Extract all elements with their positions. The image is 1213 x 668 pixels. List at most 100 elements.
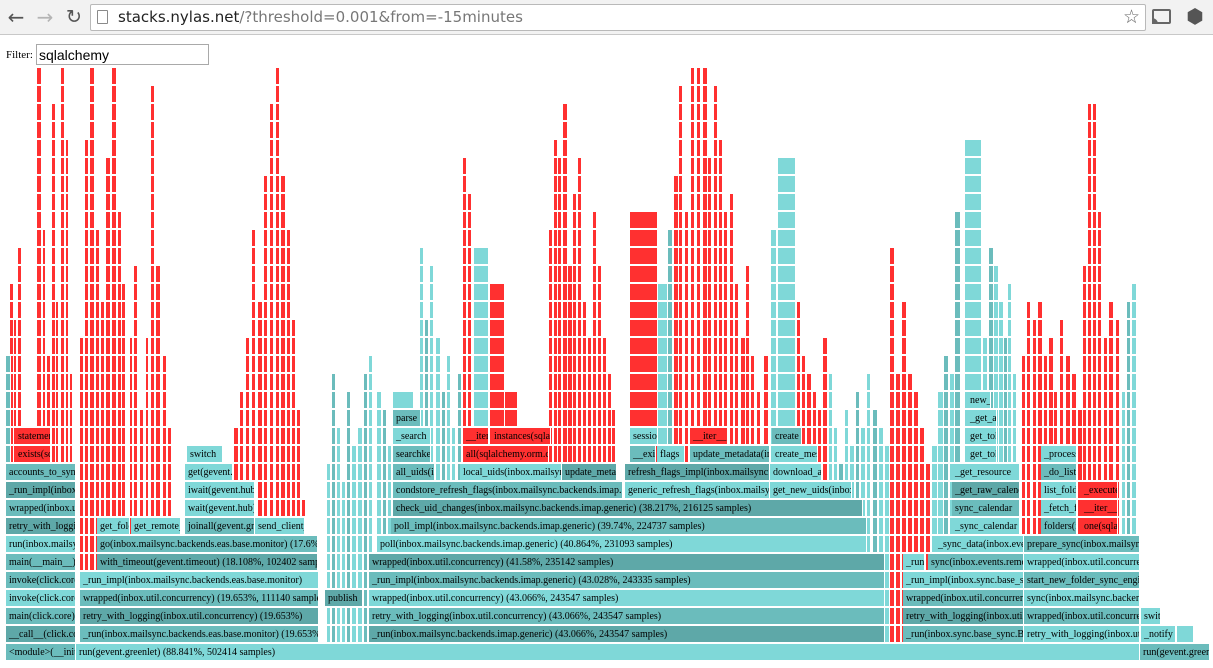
flame-frame[interactable] bbox=[1088, 338, 1092, 355]
flame-frame[interactable] bbox=[252, 320, 256, 337]
flame-frame[interactable] bbox=[37, 176, 42, 193]
flame-frame[interactable] bbox=[593, 302, 597, 319]
flame-frame[interactable] bbox=[80, 464, 84, 481]
flame-frame[interactable] bbox=[436, 446, 441, 463]
flame-frame[interactable] bbox=[932, 482, 938, 499]
flame-frame[interactable] bbox=[691, 266, 695, 283]
flame-frame[interactable] bbox=[724, 302, 728, 319]
flame-frame[interactable] bbox=[735, 410, 739, 427]
flame-frame[interactable] bbox=[1098, 230, 1102, 247]
flame-frame[interactable] bbox=[578, 410, 582, 427]
flame-frame[interactable] bbox=[52, 356, 56, 373]
flame-frame[interactable] bbox=[287, 500, 291, 517]
flame-frame[interactable] bbox=[258, 500, 263, 517]
flame-frame[interactable] bbox=[813, 410, 817, 427]
flame-frame[interactable] bbox=[270, 356, 274, 373]
flame-frame[interactable] bbox=[1104, 356, 1108, 373]
flame-frame[interactable] bbox=[588, 446, 592, 463]
flame-frame[interactable] bbox=[1132, 338, 1137, 355]
flame-frame[interactable]: <module>(__init__.py:1) bbox=[6, 644, 76, 661]
flame-frame[interactable] bbox=[558, 266, 562, 283]
flame-frame[interactable] bbox=[598, 266, 602, 283]
flame-frame[interactable] bbox=[989, 248, 994, 265]
flame-frame[interactable] bbox=[10, 356, 14, 373]
flame-frame[interactable] bbox=[719, 392, 723, 409]
flame-frame[interactable]: _get_resource bbox=[952, 464, 1020, 481]
flame-frame[interactable] bbox=[37, 86, 42, 103]
flame-frame[interactable] bbox=[807, 374, 812, 391]
flame-frame[interactable] bbox=[1093, 392, 1097, 409]
flame-frame[interactable] bbox=[332, 464, 336, 481]
flame-frame[interactable] bbox=[1033, 464, 1037, 481]
flame-frame[interactable] bbox=[908, 464, 913, 481]
flame-frame[interactable] bbox=[714, 338, 718, 355]
flame-frame[interactable] bbox=[96, 428, 100, 445]
flame-frame[interactable] bbox=[364, 518, 368, 535]
flame-frame[interactable] bbox=[10, 428, 14, 445]
flame-frame[interactable] bbox=[436, 392, 441, 409]
flame-frame[interactable] bbox=[106, 248, 111, 265]
flame-frame[interactable] bbox=[730, 212, 734, 229]
flame-frame[interactable] bbox=[668, 356, 673, 373]
flame-frame[interactable] bbox=[554, 302, 558, 319]
flame-frame[interactable] bbox=[1027, 464, 1031, 481]
flame-frame[interactable] bbox=[18, 284, 22, 301]
flame-frame[interactable] bbox=[890, 266, 895, 283]
flame-frame[interactable] bbox=[719, 230, 723, 247]
flame-frame[interactable] bbox=[1008, 338, 1012, 355]
flame-frame[interactable] bbox=[61, 284, 65, 301]
flame-frame[interactable] bbox=[287, 446, 291, 463]
flame-frame[interactable] bbox=[885, 518, 890, 535]
flame-frame[interactable] bbox=[292, 482, 296, 499]
flame-frame[interactable] bbox=[14, 320, 17, 337]
flame-frame[interactable] bbox=[383, 500, 387, 517]
flame-frame[interactable] bbox=[834, 428, 838, 445]
flame-frame[interactable] bbox=[1132, 302, 1137, 319]
flame-frame[interactable] bbox=[96, 230, 100, 247]
flame-frame[interactable] bbox=[741, 428, 746, 445]
flame-frame[interactable] bbox=[327, 536, 331, 553]
flame-frame[interactable] bbox=[563, 428, 568, 445]
flame-frame[interactable] bbox=[90, 464, 95, 481]
flame-frame[interactable] bbox=[37, 68, 42, 85]
flame-frame[interactable] bbox=[332, 482, 336, 499]
flame-frame[interactable] bbox=[163, 482, 167, 499]
flame-frame[interactable] bbox=[697, 338, 701, 355]
flame-frame[interactable] bbox=[70, 392, 73, 409]
flame-frame[interactable] bbox=[358, 608, 363, 625]
flame-frame[interactable] bbox=[112, 86, 117, 103]
flame-frame[interactable] bbox=[908, 410, 913, 427]
flame-frame[interactable] bbox=[679, 356, 683, 373]
flame-frame[interactable] bbox=[757, 392, 761, 409]
flame-frame[interactable] bbox=[37, 212, 42, 229]
flame-frame[interactable] bbox=[1078, 464, 1083, 481]
flame-frame[interactable] bbox=[658, 356, 668, 373]
flame-frame[interactable] bbox=[568, 302, 573, 319]
flame-frame[interactable] bbox=[914, 446, 919, 463]
flame-frame[interactable] bbox=[691, 338, 695, 355]
flame-frame[interactable]: _run(inbox.mailsync.backends.imap.generi… bbox=[369, 626, 885, 643]
flame-frame[interactable] bbox=[1109, 374, 1114, 391]
flame-frame[interactable] bbox=[691, 212, 695, 229]
flame-frame[interactable] bbox=[658, 374, 668, 391]
flame-frame[interactable] bbox=[252, 446, 256, 463]
flame-frame[interactable] bbox=[885, 446, 890, 463]
flame-frame[interactable] bbox=[130, 410, 133, 427]
flame-frame[interactable] bbox=[691, 230, 695, 247]
flame-frame[interactable]: __iter__ bbox=[463, 428, 489, 445]
flame-frame[interactable] bbox=[685, 410, 689, 427]
flame-frame[interactable] bbox=[168, 482, 172, 499]
flame-frame[interactable] bbox=[1116, 410, 1120, 427]
flame-frame[interactable] bbox=[146, 374, 149, 391]
flame-frame[interactable] bbox=[746, 392, 750, 409]
flame-frame[interactable] bbox=[735, 428, 739, 445]
flame-frame[interactable] bbox=[156, 356, 161, 373]
flame-frame[interactable] bbox=[1027, 392, 1031, 409]
flame-frame[interactable] bbox=[252, 338, 256, 355]
flame-frame[interactable] bbox=[674, 212, 679, 229]
flame-frame[interactable] bbox=[447, 446, 451, 463]
flame-frame[interactable] bbox=[130, 374, 133, 391]
flame-frame[interactable] bbox=[896, 554, 901, 571]
flame-frame[interactable] bbox=[264, 302, 268, 319]
flame-frame[interactable] bbox=[668, 428, 673, 445]
